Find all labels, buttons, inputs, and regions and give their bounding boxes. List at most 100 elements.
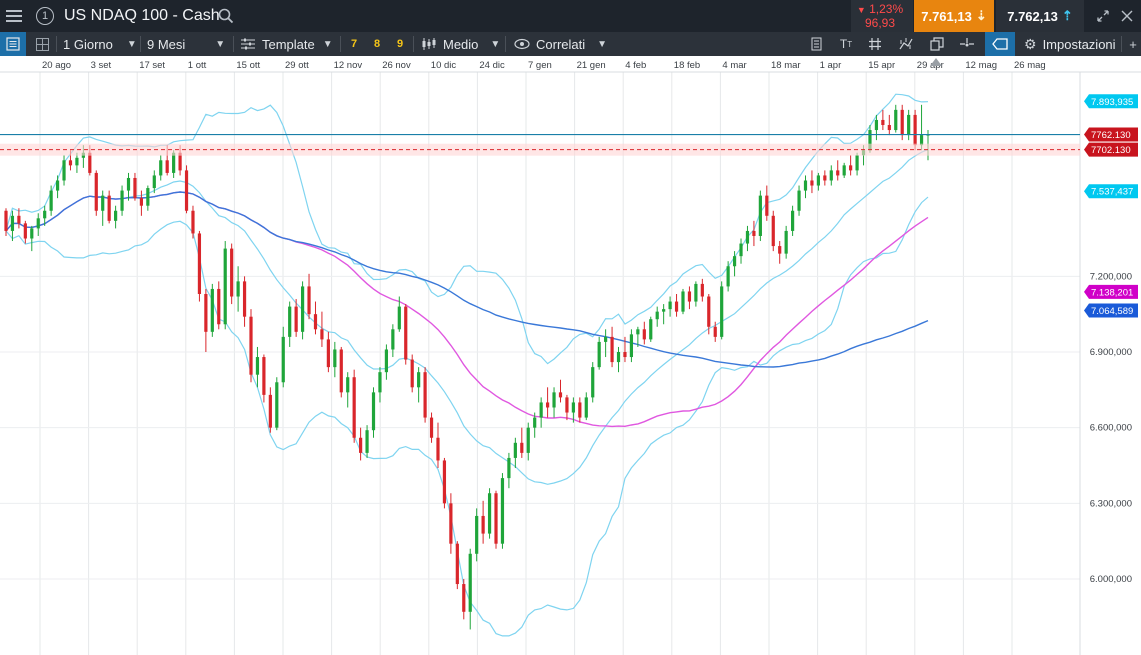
template-dropdown[interactable]: Template ▼ [240,32,333,56]
hash-icon[interactable] [864,32,886,56]
candle-body [629,334,634,358]
candle-body [868,130,872,151]
candle-body [255,357,260,375]
panel-icon[interactable] [0,32,26,56]
candle-body [468,553,472,612]
candle-body [720,286,724,337]
candle-body [713,326,717,337]
candle-body [184,170,189,211]
candle-body [913,114,917,146]
candle-body [610,336,614,363]
candle-body [133,177,137,199]
price-chart[interactable]: 20 ago 3 set 17 set 1 ott 15 ott 29 ott 12 nov… [0,56,1141,655]
indicator-dropdown[interactable]: Medio ▼ [421,32,500,56]
candle-body [907,114,911,136]
candle-body [107,195,111,221]
price-tag-label: 7.064,589 [1091,306,1133,317]
info-glyph: 1 [41,10,49,22]
notes-icon[interactable] [805,32,827,56]
hamburger-icon[interactable] [4,0,24,32]
quick-interval-9[interactable]: 9 [397,38,404,50]
price-tag-shape [1084,94,1138,109]
candle-body [36,218,40,229]
candle-body [842,165,846,176]
candle-body [552,392,556,408]
grid-icon[interactable] [33,32,51,56]
copy-icon[interactable] [926,32,948,56]
candle-body [242,281,247,317]
candle-body [307,286,311,315]
date-tick-label: 10 dic [431,60,457,71]
crosshair-icon[interactable] [956,32,978,56]
candle-body [333,349,337,368]
buy-button[interactable]: 7.762,13 ⇡ [996,0,1084,32]
price-tick-label: 6.600,000 [1090,423,1132,434]
price-tag: 7762.130 [1084,127,1138,142]
candle-body [500,478,505,544]
quick-interval-8[interactable]: 8 [374,38,381,50]
candle-body [172,152,176,173]
quick-interval-7[interactable]: 7 [351,38,358,50]
correlated-dropdown[interactable]: Correlati ▼ [514,32,607,56]
candle-body [223,248,227,325]
price-tick-label: 7.200,000 [1090,271,1132,282]
candle-body [745,230,750,244]
candle-body [681,291,685,312]
candle-body [281,336,285,383]
price-tags: 7.893,935 7762.130 7702.130 7.537,437 7.138,… [1084,94,1138,318]
instrument-title[interactable]: US NDAQ 100 - Cash [64,7,220,24]
price-tag-label: 7.893,935 [1091,97,1133,108]
price-tag: 7.537,437 [1084,184,1138,199]
candle-body [874,119,879,131]
candle-body [442,460,447,504]
date-tick-label: 26 mag [1014,60,1046,71]
price-tag-shape [1084,184,1138,199]
candle-body [43,210,47,219]
candle-body [30,228,34,239]
candle-body [101,195,105,211]
candle-body [191,210,195,234]
candle-body [10,215,15,231]
candle-body [391,329,395,350]
candle-body [739,243,743,257]
candle-body [584,397,588,418]
date-tick-label: 3 set [91,60,112,71]
price-tag-shape [1084,142,1138,157]
candle-body [810,180,814,186]
candle-body [462,584,466,612]
label-icon[interactable] [985,32,1015,56]
magnifier-icon[interactable] [218,0,234,32]
candle-body [268,394,272,428]
toolbar-separator [413,36,414,52]
sell-button[interactable]: 7.761,13 ⇣ [914,0,994,32]
info-circle-icon[interactable]: 1 [36,7,54,25]
candle-body [791,210,795,231]
range-dropdown[interactable]: 9 Mesi ▼ [147,32,225,56]
chart-area[interactable]: 20 ago 3 set 17 set 1 ott 15 ott 29 ott 12 nov… [0,56,1141,655]
candle-body [313,314,318,330]
sliders-icon [241,38,255,50]
close-icon[interactable] [1116,0,1138,32]
candle-body [152,175,156,189]
candle-body [404,306,408,360]
candle-body [339,349,343,393]
candle-body [126,177,131,191]
candle-body [210,288,214,332]
drawing-icon[interactable] [895,32,917,56]
add-icon[interactable]: + [1129,36,1137,52]
date-tick-label: 4 feb [625,60,646,71]
price-tag: 7.064,589 [1084,303,1138,318]
expand-icon[interactable] [1092,0,1114,32]
chevron-down-icon: ▼ [126,38,137,50]
candle-body [346,377,350,393]
settings-button[interactable]: ⚙ Impostazioni [1024,32,1116,56]
interval-dropdown[interactable]: 1 Giorno ▼ [63,32,137,56]
candle-body [481,515,485,534]
candle-body [4,210,8,231]
candle-body [571,402,575,413]
bollinger-lower-line [5,196,929,637]
candle-body [526,427,530,453]
candle-body [655,311,659,320]
candle-body [384,349,389,373]
